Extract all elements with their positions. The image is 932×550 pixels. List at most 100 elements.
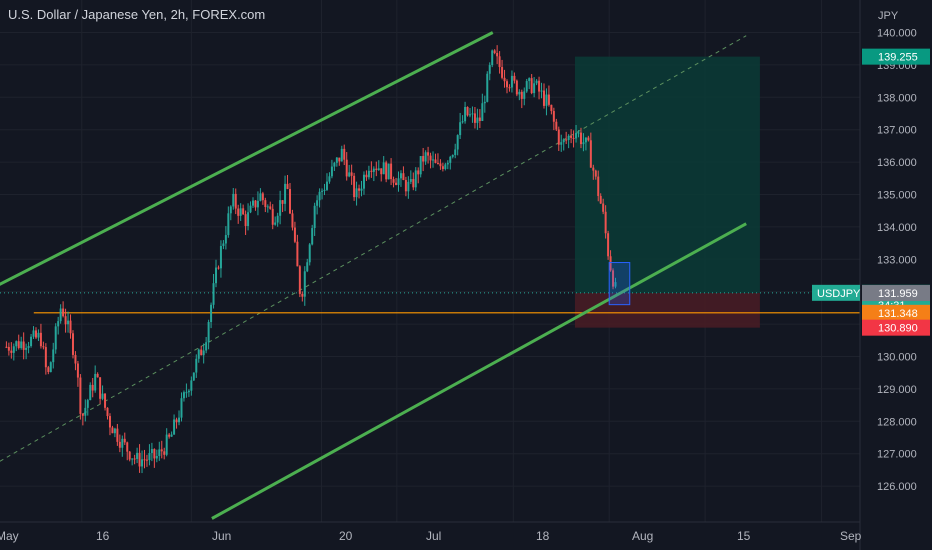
candle-body — [84, 407, 87, 416]
candle-body — [390, 163, 393, 180]
price-label-box — [862, 285, 930, 302]
price-label-text: 130.890 — [878, 323, 918, 335]
candle-body — [496, 53, 499, 57]
candle-body — [395, 182, 398, 185]
candle-body — [150, 449, 153, 454]
price-label-box — [862, 319, 930, 336]
candle-body — [589, 140, 592, 168]
candle-body — [291, 213, 294, 228]
y-tick-label: 136.000 — [877, 157, 917, 169]
candle-body — [71, 333, 74, 355]
candle-body — [104, 393, 107, 408]
candle-body — [222, 243, 225, 246]
candle-body — [323, 189, 326, 191]
candle-body — [584, 137, 587, 143]
candle-body — [321, 190, 324, 192]
candle-body — [560, 142, 563, 145]
y-tick-label: 128.000 — [877, 416, 917, 428]
candle-body — [158, 449, 161, 457]
candle-body — [234, 193, 237, 209]
candle-body — [207, 322, 210, 343]
candle-body — [190, 380, 193, 391]
candle-body — [30, 336, 33, 347]
candle-body — [148, 453, 151, 461]
candle-body — [128, 451, 131, 460]
candle-body — [121, 438, 124, 448]
candle-body — [345, 159, 348, 177]
candles — [5, 45, 617, 474]
candle-body — [59, 308, 62, 322]
candle-body — [237, 208, 240, 216]
candle-body — [62, 308, 65, 317]
chart-title: U.S. Dollar / Japanese Yen, 2h, FOREX.co… — [8, 7, 266, 22]
candle-body — [449, 156, 452, 163]
y-tick-label: 133.000 — [877, 254, 917, 266]
candle-body — [182, 392, 185, 399]
candle-body — [227, 213, 230, 236]
candle-body — [247, 212, 250, 227]
candle-body — [74, 354, 77, 364]
candle-body — [333, 162, 336, 167]
candle-body — [173, 419, 176, 435]
candle-body — [153, 449, 156, 459]
candle-body — [513, 75, 516, 81]
candle-body — [481, 103, 484, 121]
candle-body — [259, 193, 262, 201]
lower-channel-line — [211, 222, 747, 520]
y-tick-label: 137.000 — [877, 125, 917, 137]
candle-body — [419, 156, 422, 175]
candle-body — [101, 393, 104, 399]
candle-body — [518, 91, 521, 95]
candle-body — [572, 137, 575, 139]
candle-body — [81, 413, 84, 416]
candle-body — [160, 449, 163, 452]
candle-body — [279, 200, 282, 216]
candle-body — [57, 321, 60, 327]
candle-body — [491, 50, 494, 66]
x-tick-label: 20 — [339, 529, 353, 543]
candle-body — [545, 94, 548, 106]
candle-body — [192, 372, 195, 381]
candle-body — [454, 149, 457, 156]
y-tick-label: 130.000 — [877, 352, 917, 364]
candle-body — [488, 65, 491, 74]
candle-body — [76, 363, 79, 378]
candle-body — [597, 176, 600, 196]
candle-body — [69, 320, 72, 334]
candle-body — [547, 94, 550, 105]
candle-body — [210, 304, 213, 323]
candle-body — [358, 188, 361, 191]
x-tick-label: 18 — [536, 529, 550, 543]
candle-body — [52, 349, 55, 363]
candle-body — [264, 200, 267, 207]
candle-body — [552, 111, 555, 122]
candle-body — [163, 451, 166, 455]
candle-body — [49, 362, 52, 372]
price-label: 131.348 — [862, 304, 930, 321]
candle-body — [325, 181, 328, 190]
candle-body — [362, 174, 365, 189]
candle-body — [407, 181, 410, 192]
candle-body — [380, 168, 383, 175]
candle-body — [12, 346, 15, 353]
candle-body — [15, 341, 18, 347]
x-tick-label: May — [0, 529, 19, 543]
candle-body — [86, 400, 89, 408]
candle-body — [579, 132, 582, 145]
candle-body — [473, 113, 476, 123]
candle-body — [185, 392, 188, 394]
candle-body — [116, 428, 119, 442]
candle-body — [530, 78, 533, 94]
y-tick-label: 135.000 — [877, 190, 917, 202]
candle-body — [303, 271, 306, 297]
candle-body — [306, 262, 309, 272]
candle-body — [508, 87, 511, 89]
candle-body — [197, 349, 200, 359]
candle-body — [412, 179, 415, 188]
candle-body — [224, 235, 227, 244]
candle-body — [607, 233, 610, 257]
candle-body — [123, 438, 126, 443]
candle-body — [444, 164, 447, 170]
